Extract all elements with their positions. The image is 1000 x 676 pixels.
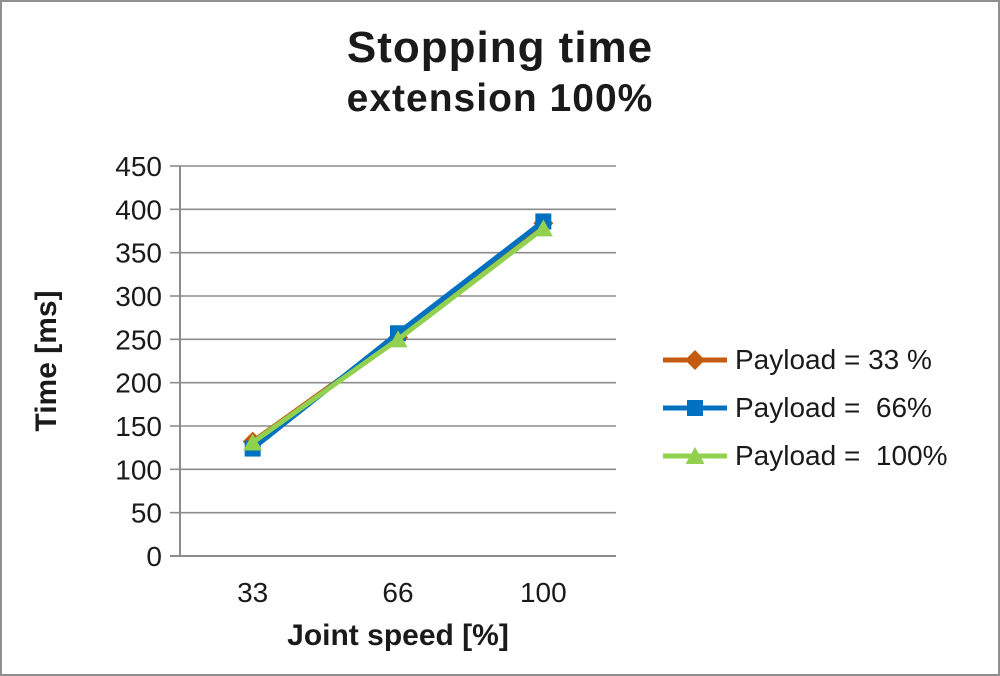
legend-item: Payload = 33 % — [662, 336, 948, 384]
legend-marker-triangle-icon — [662, 446, 728, 466]
x-tick-label: 33 — [237, 577, 268, 608]
plot-generated: 0 50 100 150 200 250 300 350 400 450 33 66 100 — [115, 151, 616, 608]
chart-title: Stopping time — [346, 23, 654, 72]
legend-marker-square-icon — [662, 398, 728, 418]
y-tick-label: 450 — [115, 151, 162, 182]
y-tick-label: 50 — [131, 498, 162, 529]
x-tick-labels: 33 66 100 — [237, 577, 567, 608]
legend-label: Payload = 66% — [735, 392, 932, 423]
chart-subtitle: extension 100% — [346, 77, 654, 120]
series-2 — [243, 219, 553, 451]
y-tick-label: 200 — [115, 368, 162, 399]
x-axis-title: Joint speed [%] — [287, 619, 509, 652]
y-tick-label: 250 — [115, 324, 162, 355]
y-tick-labels: 0 50 100 150 200 250 300 350 400 450 — [115, 151, 162, 572]
y-tick-label: 300 — [115, 281, 162, 312]
legend-marker-diamond-icon — [662, 350, 728, 370]
gridlines — [180, 165, 616, 514]
y-tick-label: 150 — [115, 411, 162, 442]
y-tick-label: 400 — [115, 194, 162, 225]
y-axis-ticks — [170, 165, 180, 557]
y-tick-label: 100 — [115, 454, 162, 485]
legend-item: Payload = 66% — [662, 384, 948, 432]
y-tick-label: 0 — [146, 541, 162, 572]
legend: Payload = 33 % Payload = 66% Payload = 1… — [662, 336, 948, 480]
y-tick-label: 350 — [115, 238, 162, 269]
x-tick-label: 100 — [520, 577, 567, 608]
legend-label: Payload = 100% — [735, 440, 948, 471]
axes — [170, 166, 616, 557]
x-tick-label: 66 — [382, 577, 413, 608]
y-axis-title: Time [ms] — [30, 290, 63, 431]
legend-item: Payload = 100% — [662, 432, 948, 480]
legend-label: Payload = 33 % — [735, 344, 932, 375]
